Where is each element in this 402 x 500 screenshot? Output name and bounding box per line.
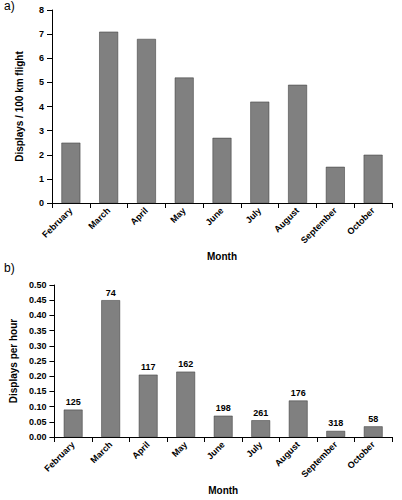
svg-text:June: June: [205, 439, 227, 461]
svg-text:0.15: 0.15: [29, 386, 47, 396]
svg-text:0.25: 0.25: [29, 356, 47, 366]
svg-text:1: 1: [39, 174, 44, 184]
svg-text:b): b): [4, 261, 15, 275]
svg-text:March: March: [88, 439, 114, 465]
svg-text:58: 58: [368, 414, 378, 424]
svg-text:April: April: [130, 439, 152, 461]
svg-text:May: May: [168, 205, 187, 224]
svg-text:0: 0: [39, 198, 44, 208]
svg-text:0.50: 0.50: [29, 280, 47, 290]
svg-text:Month: Month: [207, 251, 237, 262]
svg-text:a): a): [4, 0, 15, 13]
svg-text:May: May: [170, 439, 189, 458]
svg-text:0.30: 0.30: [29, 341, 47, 351]
svg-text:March: March: [86, 205, 112, 231]
svg-text:0.35: 0.35: [29, 326, 47, 336]
svg-text:September: September: [299, 205, 339, 245]
svg-text:October: October: [345, 205, 377, 237]
svg-text:125: 125: [66, 397, 81, 407]
svg-text:July: July: [244, 439, 264, 459]
svg-text:176: 176: [291, 388, 306, 398]
svg-text:August: August: [272, 205, 301, 234]
svg-text:0.40: 0.40: [29, 310, 47, 320]
svg-text:318: 318: [328, 418, 343, 428]
svg-text:117: 117: [141, 362, 156, 372]
svg-text:261: 261: [253, 408, 268, 418]
svg-text:June: June: [204, 205, 226, 227]
svg-text:April: April: [128, 205, 150, 227]
svg-text:162: 162: [178, 359, 193, 369]
svg-text:74: 74: [106, 288, 116, 298]
svg-text:198: 198: [216, 403, 231, 413]
svg-text:0.00: 0.00: [29, 432, 47, 442]
svg-text:0.20: 0.20: [29, 371, 47, 381]
svg-text:February: February: [40, 205, 74, 239]
svg-text:October: October: [345, 439, 377, 471]
svg-text:September: September: [299, 439, 339, 479]
svg-text:4: 4: [39, 102, 44, 112]
svg-text:February: February: [42, 439, 76, 473]
svg-text:8: 8: [39, 5, 44, 15]
svg-text:7: 7: [39, 29, 44, 39]
svg-text:Displays per hour: Displays per hour: [8, 319, 19, 404]
svg-text:0.05: 0.05: [29, 417, 47, 427]
svg-text:2: 2: [39, 150, 44, 160]
svg-text:0.10: 0.10: [29, 402, 47, 412]
svg-text:5: 5: [39, 77, 44, 87]
svg-text:Month: Month: [208, 485, 238, 496]
svg-text:July: July: [244, 205, 264, 225]
svg-text:August: August: [273, 439, 302, 468]
svg-text:0.45: 0.45: [29, 295, 47, 305]
svg-text:6: 6: [39, 53, 44, 63]
svg-text:3: 3: [39, 126, 44, 136]
svg-text:Displays / 100 km flight: Displays / 100 km flight: [14, 51, 25, 162]
